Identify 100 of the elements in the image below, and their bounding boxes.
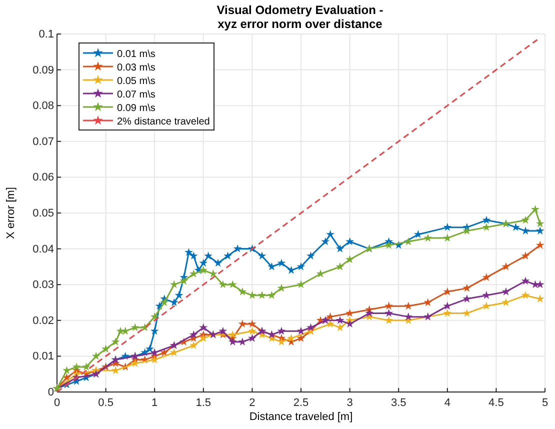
y-tick-label: 0.08 bbox=[32, 100, 54, 112]
point bbox=[536, 219, 544, 228]
point bbox=[512, 222, 520, 231]
point bbox=[248, 334, 256, 342]
point bbox=[277, 284, 286, 292]
point bbox=[248, 290, 256, 299]
point bbox=[214, 258, 222, 267]
y-tick-label: 0.03 bbox=[32, 279, 54, 292]
point bbox=[384, 316, 394, 324]
point bbox=[482, 273, 491, 282]
point bbox=[258, 252, 266, 260]
y-tick-label: 0.02 bbox=[32, 314, 54, 327]
point bbox=[199, 323, 208, 332]
point bbox=[521, 216, 530, 224]
point bbox=[346, 237, 354, 246]
x-tick-label: 3.5 bbox=[390, 397, 406, 409]
x-tick-label: 2.5 bbox=[293, 397, 309, 409]
y-tick-label: 0.01 bbox=[32, 350, 54, 363]
point bbox=[346, 255, 354, 264]
point bbox=[189, 341, 198, 350]
point bbox=[218, 280, 228, 288]
point bbox=[150, 355, 159, 364]
point bbox=[287, 266, 296, 274]
point bbox=[346, 308, 354, 317]
point bbox=[238, 320, 247, 328]
point bbox=[189, 330, 198, 338]
point bbox=[180, 276, 188, 285]
point bbox=[233, 244, 242, 252]
point bbox=[443, 222, 452, 231]
point bbox=[336, 244, 344, 252]
point bbox=[531, 204, 540, 213]
point bbox=[199, 258, 208, 267]
point bbox=[102, 344, 110, 353]
point bbox=[404, 302, 413, 310]
point bbox=[228, 280, 237, 288]
point bbox=[482, 302, 491, 310]
point bbox=[424, 234, 432, 242]
y-tick-label: 0.04 bbox=[32, 243, 54, 256]
y-tick-label: 0.06 bbox=[32, 172, 54, 184]
legend-label: 0.09 m\s bbox=[117, 103, 156, 114]
x-tick-label: 5 bbox=[542, 397, 548, 409]
x-tick-label: 1 bbox=[152, 397, 158, 409]
x-tick-label: 2 bbox=[249, 397, 256, 409]
point bbox=[199, 266, 208, 274]
point bbox=[365, 308, 374, 317]
x-axis-title: Distance traveled [m] bbox=[249, 411, 353, 423]
point bbox=[296, 262, 306, 270]
point bbox=[150, 348, 159, 356]
point bbox=[384, 302, 394, 310]
point bbox=[111, 337, 120, 346]
point bbox=[287, 334, 296, 342]
point bbox=[170, 348, 178, 356]
point bbox=[321, 237, 330, 246]
point bbox=[82, 362, 90, 371]
point bbox=[536, 240, 544, 249]
point bbox=[502, 287, 510, 296]
point bbox=[306, 323, 315, 332]
x-tick-label: 0.5 bbox=[98, 397, 114, 409]
point bbox=[404, 237, 413, 246]
x-tick-label: 3 bbox=[346, 397, 353, 409]
y-tick-label: 0.07 bbox=[32, 136, 54, 148]
x-tick-label: 1.5 bbox=[196, 397, 212, 409]
point bbox=[170, 280, 178, 288]
point bbox=[502, 262, 510, 270]
point bbox=[238, 287, 247, 296]
point bbox=[174, 290, 184, 299]
point bbox=[130, 323, 140, 332]
point bbox=[218, 326, 228, 335]
legend-label: 0.01 m\s bbox=[117, 49, 156, 60]
point bbox=[189, 252, 198, 260]
point bbox=[326, 312, 334, 320]
point bbox=[224, 252, 232, 260]
y-tick-label: 0.09 bbox=[32, 64, 54, 76]
point bbox=[336, 262, 344, 270]
point bbox=[248, 320, 256, 328]
chart-subtitle: xyz error norm over distance bbox=[218, 17, 383, 31]
point bbox=[150, 326, 159, 335]
y-axis-title: X error [m] bbox=[5, 187, 17, 239]
point bbox=[521, 276, 530, 285]
x-tick-label: 4 bbox=[444, 397, 450, 409]
point bbox=[146, 344, 154, 353]
point bbox=[384, 308, 394, 317]
legend-label: 0.03 m\s bbox=[117, 62, 156, 74]
point bbox=[326, 320, 334, 328]
point bbox=[268, 290, 276, 299]
y-tick-label: 0 bbox=[48, 386, 54, 399]
point bbox=[296, 280, 306, 288]
y-tick-label: 0.1 bbox=[38, 28, 54, 41]
point bbox=[536, 280, 544, 288]
point bbox=[424, 298, 432, 306]
point bbox=[62, 366, 71, 374]
point bbox=[268, 262, 276, 270]
legend-label: 0.07 m\s bbox=[117, 90, 156, 100]
point bbox=[482, 216, 491, 224]
point bbox=[277, 258, 286, 267]
point bbox=[160, 298, 169, 306]
point bbox=[536, 226, 544, 234]
point bbox=[258, 290, 266, 299]
x-tick-label: 4.5 bbox=[488, 397, 504, 409]
point bbox=[346, 320, 354, 328]
